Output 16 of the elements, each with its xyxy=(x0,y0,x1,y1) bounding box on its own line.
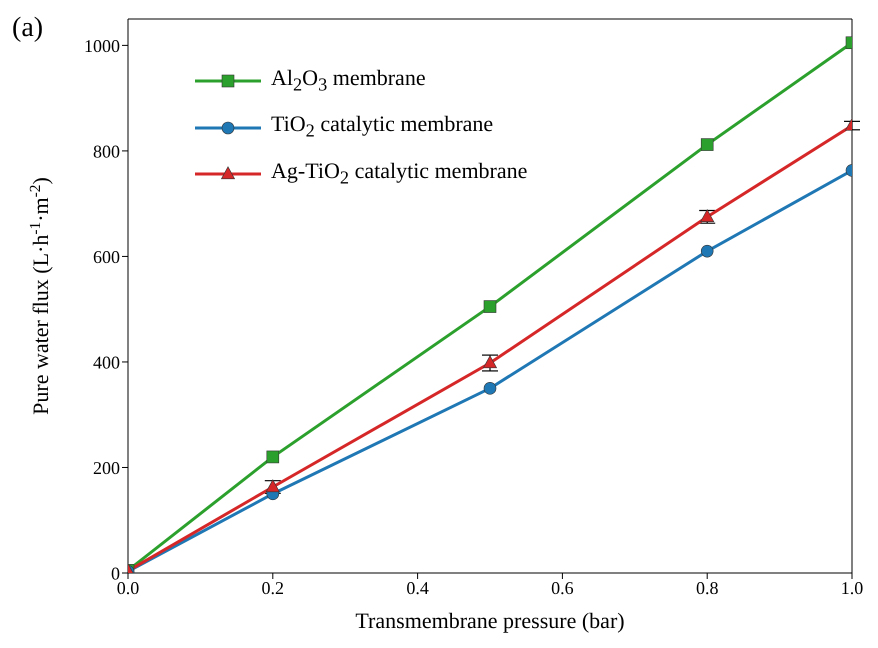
y-tick-label: 200 xyxy=(93,458,120,478)
legend-label: Al$_{2}$O$_{3}$ membrane xyxy=(271,64,426,96)
text: (a) xyxy=(12,12,44,44)
y-tick-label: 800 xyxy=(93,141,120,162)
x-tick-label: 0.4 xyxy=(406,578,429,598)
x-tick-label: 1.0 xyxy=(840,578,864,598)
y-tick-label: 1000 xyxy=(84,36,120,56)
y-tick-label: 600 xyxy=(93,246,120,267)
x-axis-title: Transmembrane pressure (bar) xyxy=(355,608,625,633)
x-tick-label: 0.6 xyxy=(551,578,574,598)
y-tick-label: 0 xyxy=(111,563,120,584)
x-tick-label: 0.2 xyxy=(262,578,284,598)
legend-label: TiO$_{2}$ catalytic membrane xyxy=(271,110,494,143)
legend-label: Ag-TiO$_{2}$ catalytic membrane xyxy=(271,156,528,190)
y-tick-label: 400 xyxy=(93,352,120,372)
x-tick-label: 0.8 xyxy=(696,578,718,598)
